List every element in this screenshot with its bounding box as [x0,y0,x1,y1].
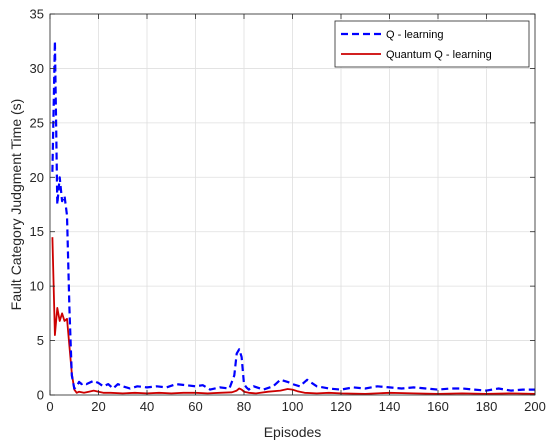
legend-label-quantum-q-learning: Quantum Q - learning [386,49,492,61]
x-tick-label: 40 [140,399,154,414]
y-axis-label: Fault Category Judgment Time (s) [8,99,24,311]
x-tick-label: 60 [188,399,202,414]
x-tick-label: 200 [524,399,546,414]
y-tick-label: 25 [30,115,44,130]
y-tick-label: 5 [37,333,44,348]
x-tick-label: 160 [427,399,449,414]
legend-label-q-learning: Q - learning [386,29,443,41]
x-tick-label: 100 [282,399,304,414]
x-tick-label: 120 [330,399,352,414]
y-tick-label: 15 [30,224,44,239]
x-tick-labels: 0 20 40 60 80 100 120 140 160 180 200 [46,399,545,414]
series-layer [51,40,536,395]
y-tick-label: 20 [30,170,44,185]
legend-box [334,20,530,68]
tick-marks [49,13,536,396]
y-tick-label: 10 [30,279,44,294]
x-tick-label: 0 [46,399,53,414]
series-line-q-learning [51,40,535,392]
y-tick-label: 30 [30,61,44,76]
y-tick-labels: 0 5 10 15 20 25 30 35 [30,7,44,403]
x-axis-label: Episodes [264,424,322,440]
x-tick-label: 80 [237,399,251,414]
legend: Q - learning Quantum Q - learning [334,20,530,68]
x-tick-label: 20 [91,399,105,414]
x-tick-label: 140 [379,399,401,414]
y-tick-label: 0 [37,388,44,403]
y-tick-label: 35 [30,7,44,22]
x-tick-label: 180 [476,399,498,414]
